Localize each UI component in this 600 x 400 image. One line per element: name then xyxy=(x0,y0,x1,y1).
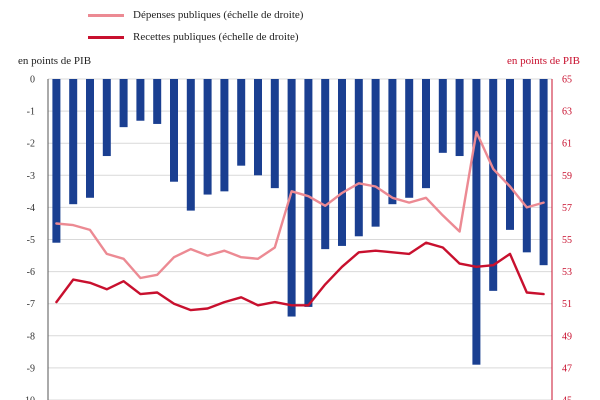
deficit-bar xyxy=(254,79,262,176)
deficit-bar xyxy=(371,79,380,227)
legend: Dépenses publiques (échelle de droite) R… xyxy=(88,4,303,48)
deficit-bar xyxy=(186,79,195,211)
deficit-bar xyxy=(438,79,447,153)
deficit-bar xyxy=(472,79,481,365)
legend-label-depenses: Dépenses publiques (échelle de droite) xyxy=(133,9,304,21)
deficit-bar xyxy=(388,79,397,205)
left-tick-label: -6 xyxy=(27,267,35,278)
deficit-bar xyxy=(522,79,531,253)
deficit-bar xyxy=(153,79,162,124)
deficit-bar xyxy=(69,79,78,205)
left-tick-label: -4 xyxy=(27,203,35,214)
deficit-bar xyxy=(539,79,548,266)
left-tick-label: 0 xyxy=(30,75,35,86)
left-tick-label: -9 xyxy=(27,363,35,374)
legend-label-recettes: Recettes publiques (échelle de droite) xyxy=(133,31,299,43)
right-axis-title: en points de PIB xyxy=(506,55,580,67)
right-tick-label: 53 xyxy=(562,267,572,278)
deficit-bar xyxy=(405,79,414,198)
deficit-bar xyxy=(422,79,430,189)
left-tick-label: -8 xyxy=(27,331,35,342)
right-tick-label: 63 xyxy=(562,107,572,118)
deficit-bar xyxy=(203,79,212,195)
deficit-bar xyxy=(354,79,363,237)
deficit-bar xyxy=(321,79,330,250)
legend-item-recettes: Recettes publiques (échelle de droite) xyxy=(88,26,303,48)
right-tick-label: 47 xyxy=(562,363,572,374)
left-tick-label: -10 xyxy=(22,396,35,400)
deficit-bar xyxy=(338,79,346,246)
deficit-bar xyxy=(220,79,229,192)
right-tick-label: 55 xyxy=(562,235,572,246)
deficit-bar xyxy=(102,79,111,157)
deficit-bar xyxy=(119,79,128,128)
right-tick-label: 45 xyxy=(562,396,572,400)
left-tick-label: -7 xyxy=(27,299,35,310)
left-tick-label: -1 xyxy=(27,107,35,118)
deficit-bar xyxy=(304,79,313,307)
left-tick-label: -3 xyxy=(27,171,35,182)
left-axis-title: en points de PIB xyxy=(18,55,92,67)
deficit-bar xyxy=(237,79,246,166)
deficit-bar xyxy=(52,79,61,243)
right-tick-label: 61 xyxy=(562,139,572,150)
depenses-line xyxy=(55,130,545,280)
right-tick-label: 57 xyxy=(562,203,572,214)
right-tick-label: 51 xyxy=(562,299,572,310)
deficit-bar xyxy=(455,79,464,157)
legend-item-depenses: Dépenses publiques (échelle de droite) xyxy=(88,4,303,26)
deficit-bar xyxy=(136,79,145,121)
left-tick-label: -5 xyxy=(27,235,35,246)
left-tick-label: -2 xyxy=(27,139,35,150)
deficit-bar xyxy=(287,79,296,317)
deficit-bar xyxy=(506,79,514,230)
right-tick-label: 59 xyxy=(562,171,572,182)
deficit-bar xyxy=(86,79,94,198)
legend-swatch-recettes xyxy=(88,35,124,39)
recettes-line xyxy=(55,241,545,312)
deficit-bar xyxy=(489,79,498,291)
right-tick-label: 49 xyxy=(562,331,572,342)
deficit-bar xyxy=(270,79,279,189)
legend-swatch-depenses xyxy=(88,13,124,17)
right-tick-label: 65 xyxy=(562,75,572,86)
deficit-bar xyxy=(170,79,178,182)
